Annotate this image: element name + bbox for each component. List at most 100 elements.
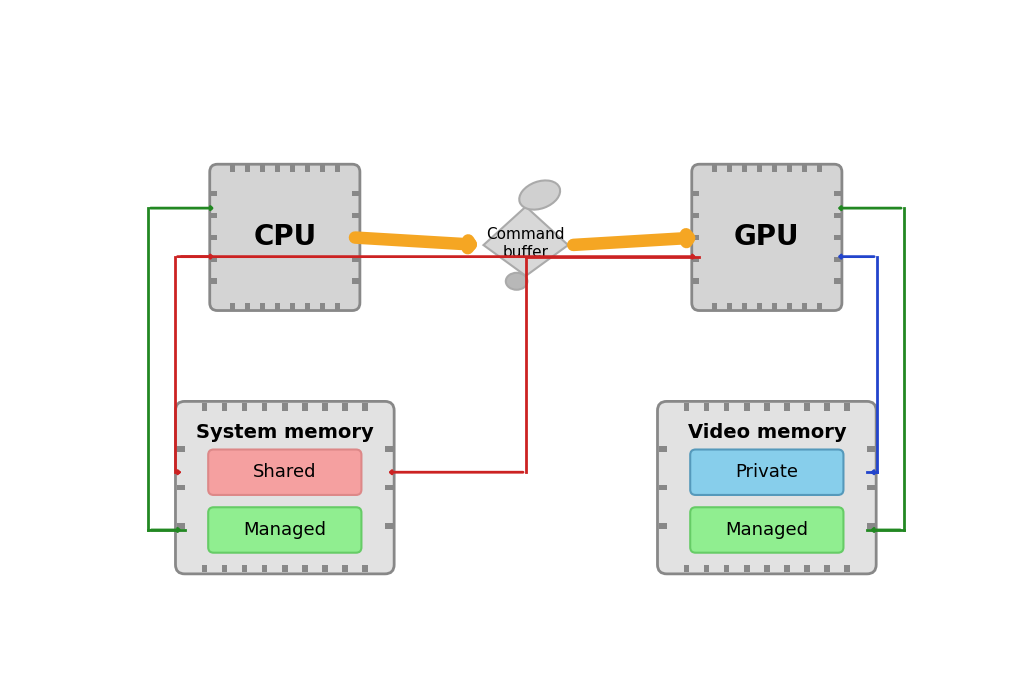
FancyBboxPatch shape — [289, 303, 295, 310]
Text: Managed: Managed — [725, 521, 808, 539]
FancyBboxPatch shape — [334, 164, 340, 172]
FancyBboxPatch shape — [209, 235, 218, 240]
FancyBboxPatch shape — [817, 303, 822, 310]
Text: Private: Private — [736, 463, 798, 481]
FancyBboxPatch shape — [209, 213, 218, 218]
FancyBboxPatch shape — [208, 449, 361, 495]
FancyBboxPatch shape — [262, 403, 268, 411]
FancyBboxPatch shape — [222, 565, 228, 572]
FancyBboxPatch shape — [352, 213, 360, 218]
FancyBboxPatch shape — [726, 303, 733, 310]
FancyBboxPatch shape — [352, 191, 360, 196]
FancyBboxPatch shape — [208, 507, 361, 552]
FancyBboxPatch shape — [712, 164, 717, 172]
FancyBboxPatch shape — [690, 507, 843, 552]
FancyBboxPatch shape — [726, 164, 733, 172]
FancyBboxPatch shape — [343, 403, 348, 411]
FancyBboxPatch shape — [242, 403, 247, 411]
FancyBboxPatch shape — [692, 164, 842, 310]
FancyBboxPatch shape — [834, 235, 842, 240]
FancyBboxPatch shape — [385, 524, 393, 529]
FancyBboxPatch shape — [282, 565, 287, 572]
FancyBboxPatch shape — [343, 565, 348, 572]
FancyBboxPatch shape — [834, 256, 842, 262]
FancyBboxPatch shape — [684, 403, 689, 411]
FancyBboxPatch shape — [824, 403, 830, 411]
Text: Command
buffer: Command buffer — [486, 226, 565, 261]
FancyBboxPatch shape — [275, 303, 280, 310]
FancyBboxPatch shape — [684, 565, 689, 572]
FancyBboxPatch shape — [690, 449, 843, 495]
FancyBboxPatch shape — [352, 235, 360, 240]
FancyBboxPatch shape — [202, 403, 207, 411]
FancyBboxPatch shape — [692, 278, 700, 284]
FancyBboxPatch shape — [362, 403, 367, 411]
FancyBboxPatch shape — [244, 164, 250, 172]
FancyBboxPatch shape — [844, 403, 850, 411]
FancyBboxPatch shape — [742, 303, 747, 310]
FancyBboxPatch shape — [222, 403, 228, 411]
FancyBboxPatch shape — [764, 403, 770, 411]
FancyBboxPatch shape — [744, 565, 750, 572]
FancyBboxPatch shape — [704, 565, 709, 572]
FancyBboxPatch shape — [319, 303, 325, 310]
FancyBboxPatch shape — [867, 485, 874, 490]
FancyBboxPatch shape — [756, 303, 762, 310]
FancyBboxPatch shape — [742, 164, 747, 172]
FancyBboxPatch shape — [787, 164, 792, 172]
FancyBboxPatch shape — [772, 164, 777, 172]
FancyBboxPatch shape — [289, 164, 295, 172]
Ellipse shape — [506, 273, 527, 290]
FancyBboxPatch shape — [305, 164, 310, 172]
FancyBboxPatch shape — [784, 565, 790, 572]
FancyBboxPatch shape — [804, 565, 810, 572]
FancyBboxPatch shape — [834, 278, 842, 284]
FancyBboxPatch shape — [658, 402, 876, 574]
FancyBboxPatch shape — [824, 565, 830, 572]
FancyBboxPatch shape — [302, 403, 308, 411]
FancyBboxPatch shape — [175, 402, 394, 574]
FancyBboxPatch shape — [659, 447, 667, 452]
FancyBboxPatch shape — [352, 256, 360, 262]
FancyBboxPatch shape — [362, 565, 367, 572]
FancyBboxPatch shape — [177, 524, 185, 529]
FancyBboxPatch shape — [692, 191, 700, 196]
Text: System memory: System memory — [196, 423, 373, 442]
Text: Video memory: Video memory — [687, 423, 846, 442]
FancyBboxPatch shape — [275, 164, 280, 172]
FancyBboxPatch shape — [282, 403, 287, 411]
FancyBboxPatch shape — [334, 303, 340, 310]
FancyBboxPatch shape — [764, 565, 770, 572]
FancyBboxPatch shape — [209, 164, 360, 310]
FancyBboxPatch shape — [756, 164, 762, 172]
FancyBboxPatch shape — [834, 191, 842, 196]
FancyBboxPatch shape — [322, 565, 327, 572]
FancyBboxPatch shape — [305, 303, 310, 310]
FancyBboxPatch shape — [659, 524, 667, 529]
FancyBboxPatch shape — [724, 403, 729, 411]
FancyBboxPatch shape — [385, 447, 393, 452]
FancyBboxPatch shape — [724, 565, 729, 572]
FancyBboxPatch shape — [772, 303, 777, 310]
FancyBboxPatch shape — [867, 524, 874, 529]
FancyBboxPatch shape — [260, 164, 265, 172]
FancyBboxPatch shape — [230, 303, 235, 310]
FancyBboxPatch shape — [202, 565, 207, 572]
FancyBboxPatch shape — [177, 485, 185, 490]
Ellipse shape — [519, 181, 560, 209]
FancyBboxPatch shape — [744, 403, 750, 411]
FancyBboxPatch shape — [177, 447, 185, 452]
FancyBboxPatch shape — [385, 485, 393, 490]
FancyBboxPatch shape — [804, 403, 810, 411]
FancyBboxPatch shape — [867, 447, 874, 452]
FancyBboxPatch shape — [302, 565, 308, 572]
FancyBboxPatch shape — [801, 303, 807, 310]
FancyBboxPatch shape — [692, 256, 700, 262]
FancyBboxPatch shape — [692, 213, 700, 218]
Text: GPU: GPU — [734, 224, 799, 252]
FancyBboxPatch shape — [844, 565, 850, 572]
FancyBboxPatch shape — [659, 485, 667, 490]
FancyBboxPatch shape — [230, 164, 235, 172]
FancyBboxPatch shape — [834, 213, 842, 218]
FancyBboxPatch shape — [262, 565, 268, 572]
